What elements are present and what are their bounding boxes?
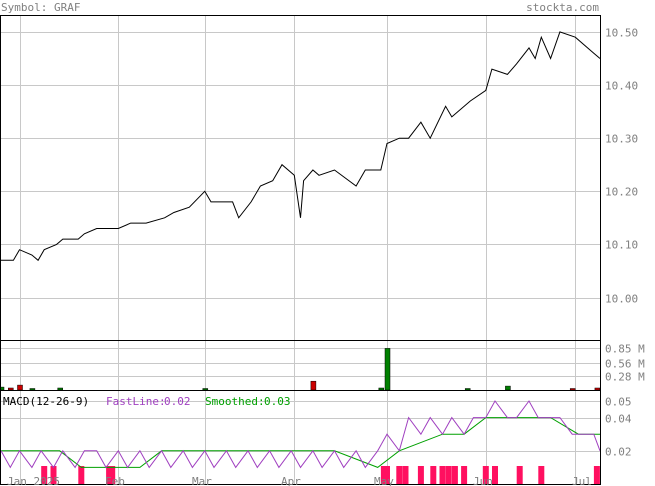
x-tick-label: Jul [572, 475, 592, 486]
volume-panel-grid [1, 341, 600, 390]
symbol-label: Symbol: GRAF [1, 1, 80, 14]
macd-histogram-bar [445, 466, 452, 484]
x-tick-label: May [374, 475, 394, 486]
volume-bar [202, 388, 209, 391]
volume-panel [0, 348, 601, 391]
macd-smoothed-line [1, 417, 600, 468]
price-tick-label: 10.50 [605, 27, 638, 40]
volume-tick-label: 0.28 M [605, 371, 645, 384]
price-panel [1, 31, 601, 262]
macd-histogram-bar [461, 466, 468, 484]
macd-fast-line [0, 400, 601, 469]
volume-bar [29, 388, 36, 391]
price-tick-label: 10.40 [605, 80, 638, 93]
x-axis: Jan 2025 Feb Mar Apr May Jun Jul [7, 475, 592, 486]
macd-histogram-bar [396, 466, 403, 484]
price-tick-label: 10.30 [605, 133, 638, 146]
fastline-value: 0.02 [164, 395, 191, 408]
macd-histogram-bar [451, 466, 458, 484]
volume-bar [505, 385, 511, 391]
site-label: stockta.com [526, 1, 599, 14]
macd-histogram-bar [50, 466, 57, 484]
macd-panel [0, 400, 601, 484]
volume-tick-label: 0.85 M [605, 343, 645, 356]
fastline-label: FastLine: [106, 395, 166, 408]
volume-bar [569, 388, 576, 391]
macd-histogram-bar [430, 466, 437, 484]
price-panel-frame [0, 15, 601, 341]
volume-bar [310, 380, 317, 391]
macd-tick-label: 0.02 [605, 446, 632, 459]
macd-tick-label: 0.04 [605, 413, 632, 426]
macd-histogram-bar [417, 466, 424, 484]
smoothed-value: 0.03 [264, 395, 291, 408]
macd-histogram-bar [380, 466, 387, 484]
volume-bar [378, 387, 385, 391]
macd-histogram-bar [593, 466, 600, 484]
macd-histogram-bar [439, 466, 446, 484]
volume-bar [17, 384, 23, 391]
macd-tick-label: 0.05 [605, 396, 632, 409]
price-tick-label: 10.10 [605, 239, 638, 252]
price-panel-grid [1, 16, 600, 340]
x-tick-label: Mar [192, 475, 212, 486]
macd-panel-frame [0, 390, 601, 485]
macd-y-axis: 0.02 0.04 0.05 [605, 396, 632, 459]
x-tick-label: Feb [105, 475, 125, 486]
volume-tick-label: 0.56 M [605, 358, 645, 371]
volume-bar [384, 348, 391, 391]
price-tick-label: 10.00 [605, 293, 638, 306]
volume-bar [57, 387, 63, 391]
volume-bar [8, 387, 14, 391]
macd-histogram-bar [402, 466, 409, 484]
x-tick-label: Apr [281, 475, 301, 486]
volume-bar [464, 388, 471, 391]
macd-histogram-bar [109, 466, 116, 484]
macd-histogram-bar [106, 466, 113, 484]
volume-y-axis: 0.28 M0.56 M 0.85 M [605, 343, 645, 384]
macd-histogram-bar [41, 466, 48, 484]
x-tick-label: Jan 2025 [7, 475, 60, 486]
price-y-axis: 10.00 10.10 10.20 10.30 10.40 10.50 [605, 27, 638, 306]
macd-histogram-bar [516, 466, 523, 484]
macd-histogram-bar [492, 466, 498, 484]
macd-panel-grid [1, 391, 600, 484]
macd-histogram-bar [482, 466, 489, 484]
smoothed-label: Smoothed: [205, 395, 265, 408]
volume-bar [594, 387, 601, 391]
macd-label: MACD(12-26-9) [3, 395, 89, 408]
macd-histogram-bar [538, 466, 545, 484]
macd-histogram-bar [384, 466, 390, 484]
price-tick-label: 10.20 [605, 186, 638, 199]
price-series-line [1, 31, 601, 262]
macd-histogram-bar [78, 466, 85, 484]
x-tick-label: Jun [473, 475, 493, 486]
